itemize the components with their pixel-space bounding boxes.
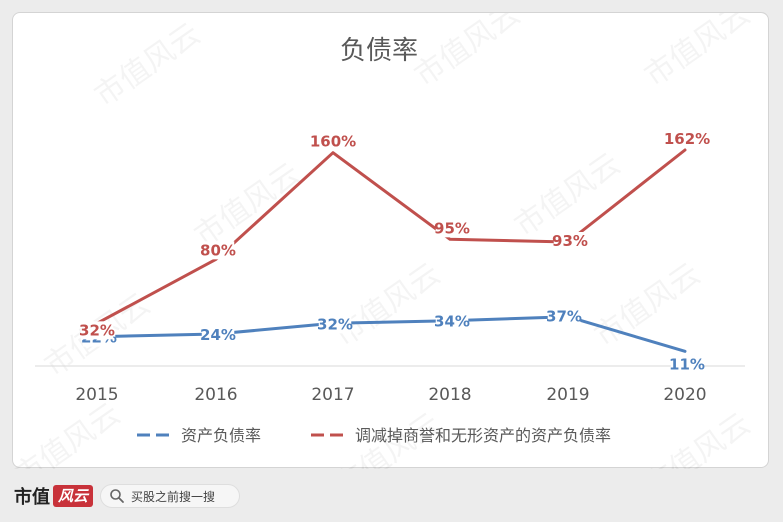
data-label-bg	[312, 132, 354, 151]
legend-label: 资产负债率	[181, 426, 261, 445]
brand-seal: 风云	[53, 485, 94, 507]
chart-title: 负债率	[340, 36, 418, 66]
x-tick-label: 2017	[311, 385, 354, 405]
search-placeholder: 买股之前搜一搜	[131, 489, 216, 504]
watermark-text: 市值风云	[638, 406, 756, 469]
data-label: 37%	[546, 308, 582, 326]
watermark-text: 市值风云	[638, 13, 756, 94]
series-line	[95, 315, 687, 353]
brand-text: 市值	[14, 487, 50, 508]
data-label: 160%	[310, 133, 356, 151]
legend-item: 调减掉商誉和无形资产的资产负债率	[311, 426, 611, 445]
x-tick-label: 2015	[75, 385, 118, 405]
data-label: 32%	[79, 321, 115, 339]
data-label: 32%	[317, 315, 353, 333]
watermark-text: 市值风云	[13, 396, 127, 469]
data-label-bg	[666, 130, 708, 148]
watermark-text: 市值风云	[408, 13, 526, 94]
legend-label: 调减掉商誉和无形资产的资产负债率	[355, 426, 611, 445]
data-label: 11%	[669, 355, 705, 373]
search-box[interactable]: 买股之前搜一搜	[100, 484, 240, 508]
data-label-bg	[201, 326, 235, 344]
data-label: 34%	[434, 313, 470, 331]
series-layer: 22%24%32%34%37%11%32%80%160%95%93%162%	[79, 130, 710, 374]
data-label: 24%	[200, 326, 236, 344]
legend: 资产负债率 调减掉商誉和无形资产的资产负债率	[137, 426, 611, 445]
data-label-bg	[201, 241, 235, 260]
chart-card: 市值风云 市值风云 市值风云 市值风云 市值风云 市值风云 市值风云 市值风云 市值风云 市值风云…	[12, 12, 769, 469]
x-tick-label: 2016	[194, 385, 237, 405]
series-line	[95, 148, 687, 325]
data-label-bg	[435, 219, 469, 238]
data-label: 162%	[664, 130, 710, 148]
x-tick-label: 2020	[663, 385, 706, 405]
legend-item: 资产负债率	[137, 426, 261, 445]
watermark-text: 市值风云	[88, 16, 206, 113]
data-label-bg	[80, 321, 114, 340]
data-label-bg	[435, 312, 469, 331]
data-label: 80%	[200, 241, 236, 259]
data-label-bg	[553, 232, 587, 250]
data-label-bg	[547, 307, 581, 326]
x-tick-labels: 2015 2016 2017 2018 2019 2020	[75, 385, 706, 405]
data-label: 95%	[434, 219, 470, 237]
footer-bar: 市值 风云 买股之前搜一搜	[0, 470, 783, 522]
watermark-text: 市值风云	[508, 146, 626, 243]
search-icon	[110, 489, 124, 503]
watermark-text: 市值风云	[328, 256, 446, 353]
brand-logo: 市值 风云	[14, 482, 94, 510]
data-label: 93%	[552, 232, 588, 250]
data-label-bg	[318, 315, 352, 334]
x-tick-label: 2018	[428, 385, 471, 405]
x-tick-label: 2019	[546, 385, 589, 405]
watermark-text: 市值风云	[188, 156, 306, 253]
data-label-bg	[670, 355, 704, 374]
